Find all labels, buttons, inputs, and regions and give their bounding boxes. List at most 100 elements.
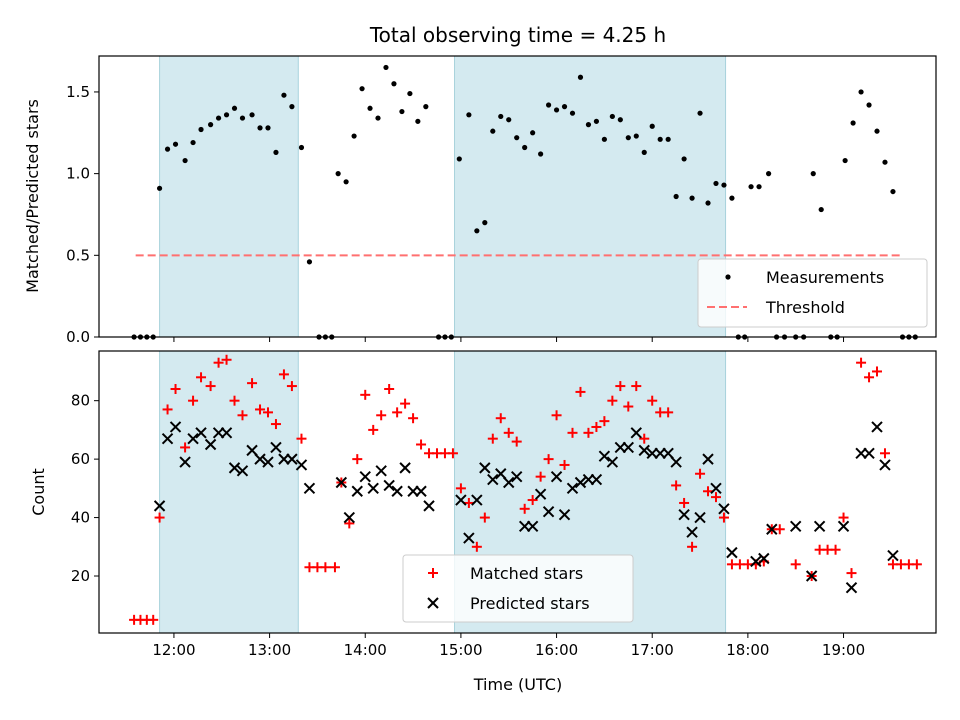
matched-star-marker: [360, 389, 371, 400]
matched-star-marker: [416, 439, 427, 450]
predicted-star-marker: [813, 520, 826, 533]
matched-star-marker: [352, 454, 363, 465]
predicted-star-marker: [169, 421, 182, 433]
matched-star-marker: [196, 372, 207, 383]
matched-star-marker: [503, 427, 514, 438]
predicted-star-marker: [487, 473, 499, 486]
predicted-star-marker: [590, 473, 603, 486]
predicted-star-marker: [343, 511, 356, 524]
measurement-point: [697, 110, 703, 116]
matched-star-marker: [846, 568, 857, 579]
predicted-star-marker: [805, 570, 818, 582]
matched-star-marker: [551, 410, 562, 421]
measurement-point: [601, 136, 607, 142]
measurement-point: [164, 146, 171, 152]
legend-label-matched: Matched stars: [470, 564, 583, 583]
matched-star-marker: [170, 383, 181, 394]
matched-star-marker: [856, 357, 867, 368]
measurement-point: [223, 112, 230, 118]
measurement-point: [729, 195, 735, 201]
measurement-point: [375, 115, 381, 121]
predicted-star-marker: [391, 485, 403, 497]
predicted-star-marker: [220, 427, 233, 439]
predicted-star-marker: [750, 555, 762, 568]
top-panel: 0.0 0.5 1.0 1.5 Measurements Threshold: [66, 55, 937, 346]
predicted-star-marker: [303, 482, 316, 495]
measurement-point: [391, 81, 397, 87]
measurement-point: [343, 179, 349, 185]
measurement-point: [239, 115, 246, 121]
matched-star-marker: [463, 497, 474, 508]
predicted-star-marker: [534, 488, 547, 500]
matched-star-marker: [718, 512, 729, 523]
matched-star-marker: [615, 381, 626, 392]
predicted-star-marker: [471, 494, 483, 506]
measurement-point: [617, 117, 623, 123]
predicted-star-marker: [526, 520, 539, 533]
measurement-point: [569, 110, 576, 116]
matched-star-marker: [221, 354, 232, 365]
matched-star-marker: [591, 421, 602, 432]
measurement-point: [657, 136, 663, 142]
matched-star-marker: [154, 512, 165, 523]
predicted-star-marker: [375, 465, 387, 477]
matched-star-marker: [679, 497, 690, 508]
legend-marker-matched: [428, 568, 438, 578]
predicted-star-marker: [758, 552, 770, 565]
measurement-point: [265, 125, 271, 131]
measurement-point: [625, 135, 631, 141]
matched-star-marker: [237, 410, 248, 421]
predicted-star-marker: [887, 549, 899, 562]
predicted-star-marker: [789, 520, 802, 533]
matched-star-marker: [479, 512, 490, 523]
predicted-star-marker: [463, 532, 475, 544]
matched-star-marker: [607, 395, 618, 406]
predicted-star-marker: [606, 456, 619, 468]
bottom-axes: 20 40 60 80 12:00 13:00 14:00 15:00 16:00 17:00 18…: [71, 350, 937, 659]
measurement-point: [673, 193, 679, 200]
predicted-star-marker: [335, 476, 348, 489]
y-tick-label: 40: [71, 509, 90, 527]
measurement-point: [890, 188, 896, 195]
matched-star-marker: [392, 407, 403, 418]
matched-star-marker: [559, 459, 570, 470]
matched-star-marker: [447, 448, 458, 459]
measurement-point: [665, 136, 671, 142]
legend-marker-measurements: [725, 274, 731, 280]
predicted-star-marker: [367, 482, 379, 495]
measurement-point: [399, 108, 405, 115]
y-tick-label: 0.5: [66, 246, 90, 264]
top-axes: 0.0 0.5 1.0 1.5: [66, 55, 937, 346]
predicted-star-marker: [566, 482, 579, 495]
measurement-point: [577, 74, 584, 80]
top-y-axis-label: Matched/Predicted stars: [23, 99, 42, 293]
matched-star-marker: [687, 541, 698, 552]
matched-star-marker: [320, 562, 331, 573]
count-points: [129, 354, 922, 625]
predicted-star-marker: [423, 500, 435, 512]
matched-star-marker: [180, 442, 191, 453]
matched-star-marker: [270, 419, 281, 430]
measurement-point: [249, 112, 255, 118]
measurement-point: [705, 200, 711, 206]
measurement-point: [721, 182, 727, 188]
measurement-point: [351, 133, 357, 139]
matched-star-marker: [535, 471, 546, 482]
predicted-star-marker: [495, 468, 507, 480]
predicted-star-marker: [710, 482, 722, 495]
measurement-point: [545, 102, 552, 108]
predicted-star-marker: [662, 447, 674, 459]
bottom-y-axis-label: Count: [29, 468, 48, 516]
predicted-star-marker: [871, 421, 883, 433]
measurement-point: [713, 180, 719, 187]
matched-star-marker: [879, 448, 890, 459]
measurement-point: [156, 185, 163, 191]
x-tick-label: 12:00: [152, 641, 195, 659]
predicted-star-marker: [351, 485, 363, 497]
matched-star-marker: [519, 503, 530, 514]
matched-star-marker: [376, 410, 387, 421]
predicted-star-marker: [503, 476, 515, 489]
measurement-point: [289, 104, 295, 110]
predicted-star-marker: [383, 479, 395, 492]
